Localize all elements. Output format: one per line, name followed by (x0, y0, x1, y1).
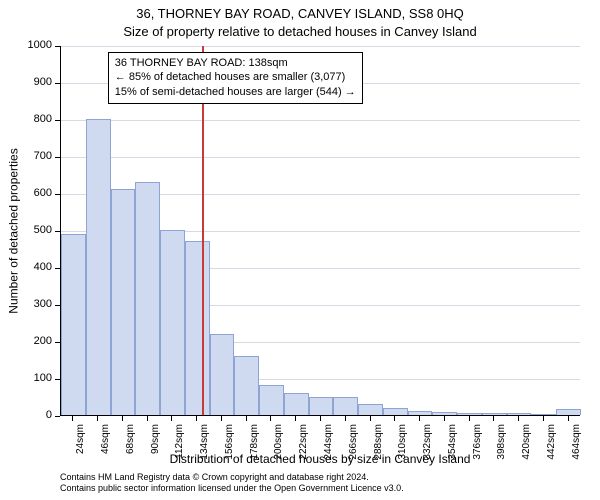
xtick-label: 178sqm (249, 424, 260, 474)
xtick-mark (370, 416, 371, 421)
histogram-bar (234, 356, 259, 415)
xtick-label: 310sqm (397, 424, 408, 474)
ytick-mark (55, 194, 60, 195)
histogram-bar (432, 412, 457, 415)
ytick-mark (55, 305, 60, 306)
xtick-label: 134sqm (199, 424, 210, 474)
xtick-label: 398sqm (496, 424, 507, 474)
xtick-mark (345, 416, 346, 421)
ytick-mark (55, 342, 60, 343)
xtick-mark (122, 416, 123, 421)
annotation-line-1: 36 THORNEY BAY ROAD: 138sqm (115, 56, 356, 71)
xtick-label: 112sqm (174, 424, 185, 474)
annotation-line-3: 15% of semi-detached houses are larger (… (115, 85, 356, 100)
xtick-mark (518, 416, 519, 421)
gridline-h (61, 157, 580, 158)
xtick-mark (147, 416, 148, 421)
histogram-bar (309, 397, 334, 416)
ytick-label: 1000 (0, 39, 52, 51)
histogram-bar (383, 408, 408, 415)
xtick-label: 200sqm (273, 424, 284, 474)
chart-container: 36, THORNEY BAY ROAD, CANVEY ISLAND, SS8… (0, 0, 600, 500)
histogram-bar (408, 411, 433, 415)
xtick-mark (320, 416, 321, 421)
ytick-label: 300 (0, 298, 52, 310)
footer-attribution: Contains HM Land Registry data © Crown c… (60, 472, 580, 494)
xtick-label: 464sqm (571, 424, 582, 474)
xtick-label: 288sqm (373, 424, 384, 474)
ytick-label: 700 (0, 150, 52, 162)
xtick-label: 68sqm (125, 424, 136, 474)
ytick-label: 0 (0, 409, 52, 421)
xtick-mark (394, 416, 395, 421)
xtick-label: 354sqm (447, 424, 458, 474)
chart-title: Size of property relative to detached ho… (0, 24, 600, 39)
ytick-label: 500 (0, 224, 52, 236)
xtick-label: 156sqm (224, 424, 235, 474)
ytick-label: 200 (0, 335, 52, 347)
xtick-label: 332sqm (422, 424, 433, 474)
xtick-mark (444, 416, 445, 421)
histogram-bar (210, 334, 235, 415)
histogram-bar (358, 404, 383, 415)
xtick-label: 46sqm (100, 424, 111, 474)
histogram-bar (135, 182, 160, 415)
histogram-bar (61, 234, 86, 415)
xtick-mark (295, 416, 296, 421)
xtick-mark (493, 416, 494, 421)
ytick-label: 900 (0, 76, 52, 88)
xtick-label: 222sqm (298, 424, 309, 474)
histogram-bar (333, 397, 358, 416)
xtick-label: 442sqm (546, 424, 557, 474)
xtick-mark (568, 416, 569, 421)
xtick-mark (221, 416, 222, 421)
histogram-bar (259, 385, 284, 415)
histogram-bar (457, 413, 482, 415)
ytick-label: 400 (0, 261, 52, 273)
histogram-bar (160, 230, 185, 415)
ytick-mark (55, 231, 60, 232)
annotation-box: 36 THORNEY BAY ROAD: 138sqm ← 85% of det… (108, 52, 363, 105)
xtick-mark (246, 416, 247, 421)
ytick-mark (55, 268, 60, 269)
gridline-h (61, 46, 580, 47)
ytick-label: 100 (0, 372, 52, 384)
histogram-bar (482, 413, 507, 415)
ytick-label: 600 (0, 187, 52, 199)
xtick-label: 420sqm (521, 424, 532, 474)
ytick-label: 800 (0, 113, 52, 125)
xtick-mark (72, 416, 73, 421)
chart-supertitle: 36, THORNEY BAY ROAD, CANVEY ISLAND, SS8… (0, 6, 600, 21)
histogram-bar (507, 413, 532, 415)
ytick-mark (55, 120, 60, 121)
histogram-bar (111, 189, 136, 415)
xtick-mark (196, 416, 197, 421)
annotation-line-2: ← 85% of detached houses are smaller (3,… (115, 70, 356, 85)
xtick-mark (419, 416, 420, 421)
gridline-h (61, 120, 580, 121)
xtick-mark (469, 416, 470, 421)
histogram-bar (531, 414, 556, 415)
xtick-label: 244sqm (323, 424, 334, 474)
plot-area: 36 THORNEY BAY ROAD: 138sqm ← 85% of det… (60, 46, 580, 416)
xtick-label: 376sqm (472, 424, 483, 474)
ytick-mark (55, 379, 60, 380)
xtick-label: 266sqm (348, 424, 359, 474)
ytick-mark (55, 46, 60, 47)
xtick-mark (270, 416, 271, 421)
histogram-bar (86, 119, 111, 415)
ytick-mark (55, 83, 60, 84)
xtick-mark (171, 416, 172, 421)
ytick-mark (55, 416, 60, 417)
xtick-mark (97, 416, 98, 421)
histogram-bar (284, 393, 309, 415)
histogram-bar (185, 241, 210, 415)
xtick-mark (543, 416, 544, 421)
histogram-bar (556, 409, 581, 415)
footer-line-2: Contains public sector information licen… (60, 483, 580, 494)
ytick-mark (55, 157, 60, 158)
xtick-label: 90sqm (150, 424, 161, 474)
xtick-label: 24sqm (75, 424, 86, 474)
